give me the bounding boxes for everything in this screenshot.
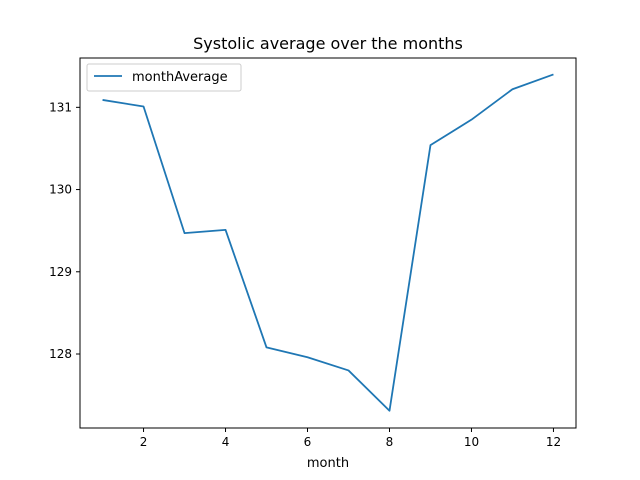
legend-box: [86, 63, 242, 92]
y-tick-label: 130: [49, 183, 72, 197]
x-tick-label: 8: [386, 435, 394, 449]
chart-title: Systolic average over the months: [193, 34, 463, 53]
axis-ticks: 2 4 6 8 10 12 128 129 130 131: [49, 100, 561, 449]
x-tick-label: 6: [304, 435, 312, 449]
y-tick-label: 128: [49, 347, 72, 361]
x-axis-label: month: [307, 456, 349, 471]
axes-frame: [79, 57, 577, 429]
series-line-0: [102, 73, 554, 412]
y-tick-label: 131: [49, 100, 72, 114]
y-tick-label: 129: [49, 265, 72, 279]
x-tick-label: 2: [140, 435, 148, 449]
x-tick-label: 10: [464, 435, 479, 449]
plot-area: [102, 73, 554, 412]
x-tick-label: 12: [546, 435, 561, 449]
x-tick-label: 4: [222, 435, 230, 449]
legend-label: monthAverage: [132, 70, 228, 85]
legend: monthAverage: [86, 63, 242, 92]
